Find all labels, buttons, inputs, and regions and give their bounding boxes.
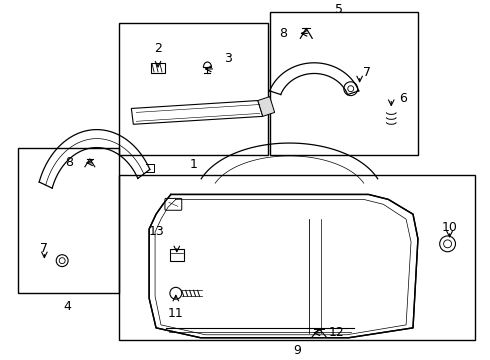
Bar [170, 249, 184, 261]
Text: 7: 7 [363, 66, 370, 80]
Bar [120, 175, 475, 340]
Text: 8: 8 [65, 156, 73, 169]
Text: 6: 6 [399, 92, 407, 105]
FancyBboxPatch shape [165, 198, 182, 210]
Text: 2: 2 [154, 42, 162, 55]
Text: 4: 4 [63, 300, 71, 312]
Polygon shape [149, 194, 418, 338]
Text: 10: 10 [441, 221, 458, 234]
Text: 11: 11 [168, 306, 184, 320]
Bar [18, 148, 120, 293]
Text: 3: 3 [224, 51, 232, 64]
Bar [120, 23, 268, 155]
Text: 8: 8 [279, 27, 288, 40]
Text: 12: 12 [329, 326, 345, 339]
Text: 5: 5 [335, 3, 343, 16]
Text: 13: 13 [148, 225, 164, 238]
Text: 9: 9 [294, 344, 301, 357]
Polygon shape [258, 96, 275, 116]
Polygon shape [131, 100, 263, 124]
Text: 1: 1 [190, 158, 197, 171]
Text: 7: 7 [40, 242, 49, 255]
Bar [270, 12, 418, 155]
Bar [151, 63, 165, 73]
